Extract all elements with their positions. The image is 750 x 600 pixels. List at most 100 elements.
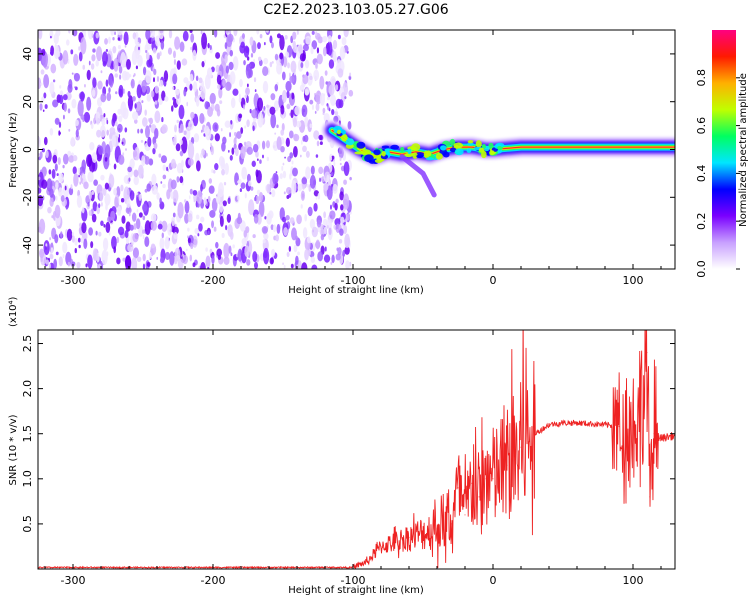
trace-blob [435,153,443,160]
noise-speck [227,33,234,43]
noise-speck [78,46,81,51]
noise-speck [230,119,233,125]
noise-speck [190,33,195,43]
noise-speck [187,237,191,244]
noise-speck [229,155,233,161]
noise-speck [172,212,176,218]
noise-speck [87,171,94,183]
noise-speck [108,36,111,44]
noise-speck [144,220,151,236]
noise-speck [125,148,127,151]
noise-speck [332,39,338,50]
noise-speck [48,169,52,175]
noise-speck [173,232,178,240]
noise-speck [44,104,48,109]
noise-speck [248,68,253,78]
noise-speck [286,195,290,200]
noise-speck [118,88,123,96]
colorbar: 0.0 0.2 0.4 0.6 0.8 Normalized spectral ampl… [695,30,749,278]
noise-speck [232,244,235,249]
noise-speck [121,215,126,224]
noise-speck [113,163,117,170]
noise-speck [89,141,95,151]
noise-speck [163,70,169,83]
noise-speck [128,177,131,182]
noise-speck [282,170,287,179]
noise-speck [154,85,159,94]
noise-speck [213,169,216,174]
noise-speck [49,237,52,241]
noise-speck [177,201,184,219]
noise-speck [96,46,103,62]
noise-speck [164,96,169,102]
colorbar-label: Normalized spectral amplitude [738,73,749,227]
noise-speck [204,59,206,64]
noise-speck [302,43,309,52]
noise-speck [222,136,227,145]
noise-speck [152,77,156,83]
noise-speck [174,124,177,133]
noise-speck [127,166,133,173]
noise-speck [318,134,323,141]
noise-speck [216,84,221,90]
noise-speck [159,197,162,205]
noise-speck [221,141,226,152]
noise-speck [193,133,200,143]
noise-speck [108,87,111,93]
noise-speck [54,234,59,244]
noise-speck [301,262,308,269]
noise-speck [43,136,48,146]
noise-speck [322,107,326,114]
noise-speck [117,136,121,143]
noise-speck [140,128,144,134]
noise-speck [192,189,198,196]
noise-speck [262,239,266,244]
noise-speck [223,256,230,265]
noise-speck [281,165,284,171]
noise-speck [290,109,294,119]
noise-speck [41,179,48,189]
snr-point [548,424,550,426]
colorbar-tick-label: 0.6 [695,117,708,135]
noise-speck [83,181,89,190]
noise-speck [67,150,72,157]
noise-speck [116,186,121,198]
noise-speck [127,90,131,98]
noise-speck [349,72,352,77]
noise-speck [178,104,185,120]
spectrogram-trace [322,120,675,198]
noise-speck [271,248,276,257]
noise-speck [211,220,215,229]
noise-speck [144,155,150,165]
noise-speck [187,158,194,166]
noise-speck [328,84,335,96]
noise-speck [114,31,116,36]
noise-speck [201,60,205,68]
noise-speck [161,220,168,232]
spectrogram-xtick-label: -300 [61,274,86,287]
noise-speck [190,111,195,119]
noise-speck [49,197,54,207]
noise-speck [255,195,260,205]
noise-speck [120,52,126,69]
noise-speck [62,241,68,254]
noise-speck [133,175,139,186]
noise-speck [53,44,60,60]
noise-speck [128,100,133,112]
snr-point [590,423,592,425]
noise-speck [310,46,314,55]
noise-speck [308,184,312,192]
noise-speck [285,80,292,92]
noise-speck [74,86,77,89]
trace-blob [404,152,414,158]
noise-speck [252,234,256,239]
noise-speck [209,248,213,254]
noise-speck [247,180,252,187]
noise-speck [281,123,285,132]
noise-speck [269,61,273,68]
noise-speck [252,143,259,153]
noise-speck [244,141,247,146]
noise-speck [214,133,220,142]
noise-speck [49,51,54,55]
noise-speck [289,75,295,83]
